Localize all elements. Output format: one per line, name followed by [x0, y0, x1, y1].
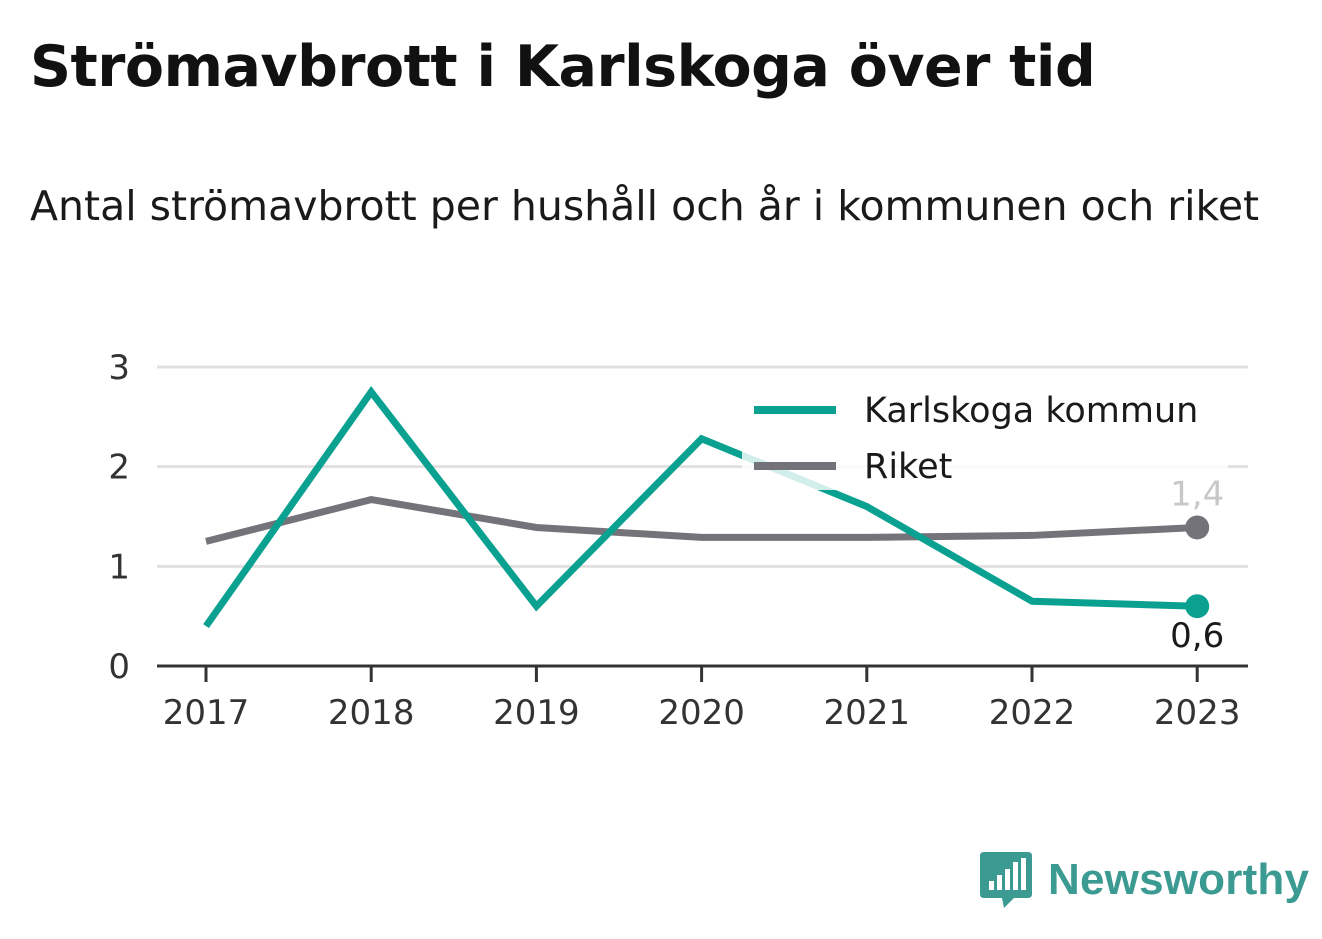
y-tick-label-1: 1 — [108, 547, 130, 587]
newsworthy-logo: Newsworthy — [978, 848, 1309, 912]
y-tick-label-2: 2 — [108, 448, 130, 488]
brand-name: Newsworthy — [1048, 855, 1310, 904]
x-tick-label-2022: 2022 — [989, 693, 1076, 733]
series-end-point-karlskoga — [1185, 594, 1210, 619]
series-line-riket — [205, 495, 1198, 545]
x-tick-label-2021: 2021 — [824, 693, 911, 733]
legend-label-karlskoga: Karlskoga kommun — [864, 391, 1198, 431]
x-tick-label-2020: 2020 — [658, 693, 745, 733]
legend: Karlskoga kommun Riket — [742, 382, 1228, 490]
chart-title: Strömavbrott i Karlskoga över tid — [30, 34, 1096, 100]
x-tick-label-2019: 2019 — [493, 693, 580, 733]
y-tick-label-3: 3 — [108, 348, 130, 388]
series-end-point-riket — [1185, 515, 1210, 540]
series-line-karlskoga — [203, 386, 1198, 629]
chart-subtitle: Antal strömavbrott per hushåll och år i … — [30, 182, 1260, 230]
legend-label-riket: Riket — [864, 447, 952, 487]
legend-background — [742, 382, 1228, 490]
y-tick-label-0: 0 — [108, 647, 130, 687]
x-tick-label-2017: 2017 — [163, 693, 250, 733]
end-label-karlskoga: 0,6 — [1170, 616, 1224, 656]
x-tick-label-2023: 2023 — [1154, 693, 1241, 733]
x-tick-label-2018: 2018 — [328, 693, 415, 733]
end-label-riket: 1,4 — [1170, 474, 1224, 514]
bar-chart-bubble-icon — [980, 852, 1032, 908]
